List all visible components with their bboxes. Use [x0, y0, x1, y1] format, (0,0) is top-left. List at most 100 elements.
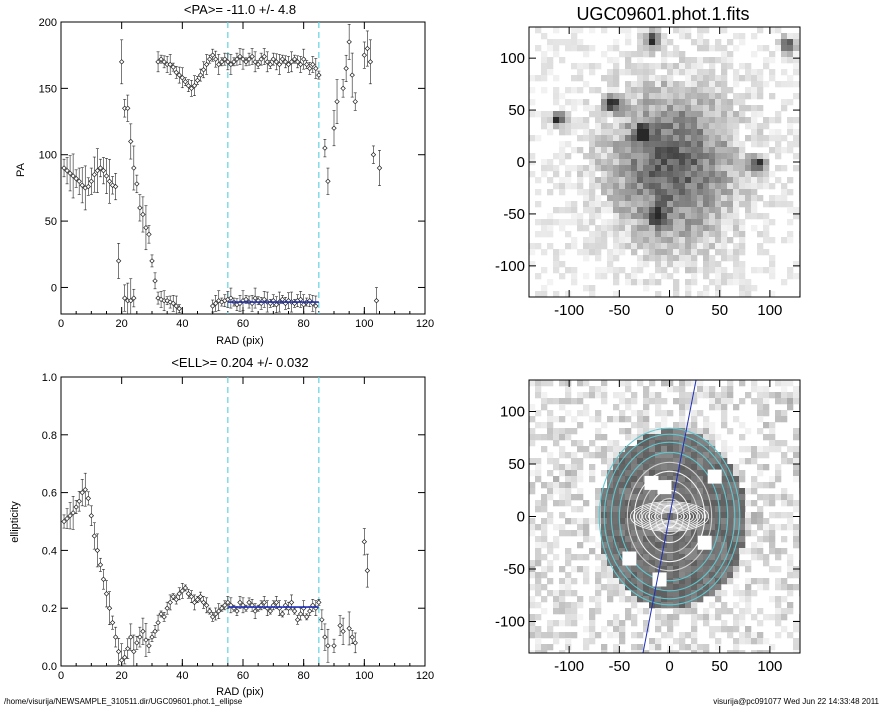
image-pixel: [625, 548, 632, 555]
image-pixel: [697, 39, 704, 46]
image-pixel: [709, 614, 716, 621]
data-point: [94, 167, 101, 174]
image-pixel: [589, 195, 596, 202]
image-pixel: [613, 177, 620, 184]
image-pixel: [793, 464, 800, 471]
image-pixel: [745, 518, 752, 525]
image-pixel: [559, 602, 566, 609]
image-pixel: [721, 111, 728, 118]
image-pixel: [691, 111, 698, 118]
image-pixel: [595, 177, 602, 184]
image-pixel: [691, 608, 698, 615]
image-pixel: [697, 584, 704, 591]
image-pixel: [691, 380, 698, 387]
image-pixel: [667, 386, 674, 393]
image-pixel: [607, 231, 614, 238]
image-pixel: [709, 530, 716, 537]
data-point: [255, 61, 261, 68]
image-pixel: [709, 404, 716, 411]
image-pixel: [733, 195, 740, 202]
image-pixel: [703, 87, 710, 94]
data-point: [231, 59, 237, 65]
image-pixel: [661, 440, 668, 447]
image-pixel: [679, 93, 686, 100]
image-pixel: [535, 560, 542, 567]
image-pixel: [607, 183, 614, 190]
image-pixel: [577, 410, 584, 417]
image-pixel: [727, 506, 734, 513]
image-pixel: [793, 446, 800, 453]
image-pixel: [727, 159, 734, 166]
image-pixel: [625, 530, 632, 537]
image-pixel: [769, 255, 776, 262]
image-pixel: [787, 602, 794, 609]
image-pixel: [685, 111, 692, 118]
image-pixel: [709, 446, 716, 453]
image-pixel: [673, 141, 680, 148]
image-pixel: [655, 159, 662, 166]
image-pixel: [727, 494, 734, 501]
image-pixel: [727, 177, 734, 184]
image-pixel: [619, 105, 626, 112]
image-pixel: [715, 87, 722, 94]
image-pixel: [553, 219, 560, 226]
image-pixel: [595, 410, 602, 417]
image-pixel: [775, 177, 782, 184]
image-pixel: [541, 608, 548, 615]
image-pixel: [703, 57, 710, 64]
image-pixel: [781, 410, 788, 417]
image-pixel: [715, 506, 722, 513]
image-pixel: [643, 554, 650, 561]
image-pixel: [535, 410, 542, 417]
image-pixel: [733, 650, 740, 653]
image-pixel: [667, 207, 674, 214]
image-pixel: [715, 111, 722, 118]
image-pixel: [631, 530, 638, 537]
image-pixel: [709, 147, 716, 154]
image-pixel: [673, 201, 680, 208]
image-pixel: [655, 446, 662, 453]
image-pixel: [787, 273, 794, 280]
image-pixel: [703, 69, 710, 76]
image-pixel: [607, 554, 614, 561]
image-pixel: [595, 105, 602, 112]
image-pixel: [565, 644, 572, 651]
image-pixel: [631, 159, 638, 166]
image-pixel: [715, 243, 722, 250]
image-pixel: [787, 572, 794, 579]
image-pixel: [685, 267, 692, 274]
image-pixel: [703, 422, 710, 429]
data-point: [73, 175, 79, 182]
image-pixel: [709, 626, 716, 633]
image-pixel: [565, 590, 572, 597]
image-pixel: [535, 177, 542, 184]
image-pixel: [769, 201, 776, 208]
image-pixel: [631, 578, 638, 585]
image-pixel: [769, 542, 776, 549]
image-pixel: [739, 201, 746, 208]
image-pixel: [703, 584, 710, 591]
image-pixel: [757, 410, 764, 417]
image-pixel: [769, 291, 776, 297]
image-pixel: [601, 105, 608, 112]
image-pixel: [607, 488, 614, 495]
image-pixel: [571, 207, 578, 214]
image-pixel: [727, 632, 734, 639]
image-pixel: [715, 291, 722, 297]
image-pixel: [571, 33, 578, 40]
image-pixel: [655, 111, 662, 118]
data-point: [294, 59, 301, 65]
image-pixel: [559, 452, 566, 459]
image-pixel: [691, 141, 698, 148]
image-pixel: [775, 147, 782, 154]
data-point: [246, 599, 252, 606]
image-pixel: [559, 482, 566, 489]
data-point: [334, 98, 340, 105]
image-pixel: [649, 548, 656, 555]
image-pixel: [613, 470, 620, 477]
image-pixel: [691, 75, 698, 82]
image-pixel: [637, 482, 644, 489]
image-pixel: [583, 63, 590, 70]
image-pixel: [535, 392, 542, 399]
image-pixel: [751, 578, 758, 585]
